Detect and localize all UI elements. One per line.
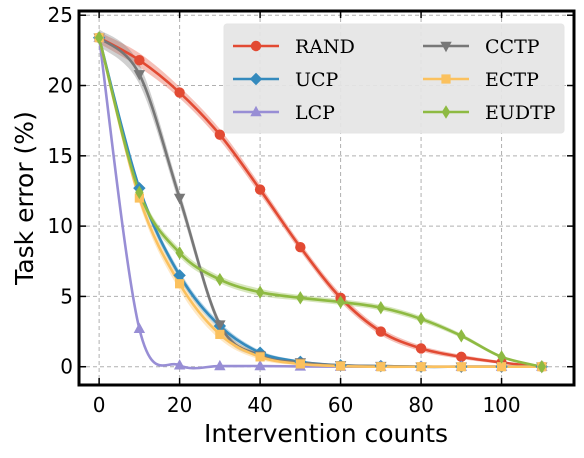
plot-frame [77,9,576,387]
point-rand [254,184,266,195]
legend-label-rand: RAND [295,36,355,58]
point-eudtp [376,300,386,315]
point-eudtp [215,272,225,287]
point-eudtp [296,291,305,305]
point-ucp [173,269,186,282]
point-eudtp [94,31,104,45]
legend-label-cctp: CCTP [485,36,540,58]
point-cctp [173,193,186,205]
y-tick-label: 10 [48,214,73,238]
x-tick-label: 100 [482,393,520,417]
point-ectp [456,362,466,372]
point-ectp [295,359,305,369]
x-tick-label: 20 [167,393,192,417]
point-eudtp [537,360,547,374]
point-ectp [215,329,225,339]
point-rand [295,242,306,253]
point-eudtp [135,185,144,200]
point-cctp [214,320,226,331]
point-eudtp [175,246,184,260]
point-ectp [376,362,386,372]
point-rand [134,55,145,66]
legend: RAND UCP LCP CCTP ECTP EUDTP [223,23,565,134]
legend-label-eudtp: EUDTP [485,102,556,124]
legend-marker-eudtp [441,105,451,119]
point-eudtp [457,329,466,343]
point-ectp [416,362,426,372]
y-axis-label: Task error (%) [10,111,39,286]
x-tick-label: 80 [408,393,433,417]
point-lcp [133,322,146,333]
point-ectp [335,361,346,371]
x-tick-label: 60 [328,393,353,417]
point-eudtp [255,285,265,299]
point-eudtp [416,312,426,326]
point-rand [456,351,467,363]
legend-marker-rand [250,40,262,52]
point-eudtp [336,295,345,309]
legend-label-ectp: ECTP [485,69,539,91]
legend-label-lcp: LCP [295,102,335,124]
point-lcp [214,359,226,371]
y-tick-label: 0 [60,355,73,379]
band-rand [99,32,542,367]
y-tick-label: 5 [60,284,73,308]
legend-marker-ucp [249,72,263,86]
legend-marker-ectp [441,74,451,84]
point-lcp [254,359,266,371]
series-markers [92,31,549,374]
point-rand [415,343,427,354]
point-lcp [173,359,186,370]
y-tick-label: 20 [48,74,73,98]
legend-label-ucp: UCP [295,69,339,91]
point-ectp [175,279,185,289]
point-ectp [255,352,265,362]
point-eudtp [497,350,506,364]
x-axis-label: Intervention counts [204,419,448,448]
point-rand [375,326,387,337]
point-cctp [133,70,146,81]
x-tick-label: 0 [93,393,106,417]
point-rand [174,87,185,98]
legend-box [223,23,565,134]
point-rand [214,129,226,140]
y-tick-label: 15 [48,144,73,168]
axes: 0 20 40 60 80 100 0 5 10 15 20 25 [48,3,576,417]
y-tick-label: 25 [48,3,73,27]
legend-marker-lcp [250,105,262,117]
point-ectp [496,362,507,372]
legend-marker-cctp [440,41,452,53]
x-tick-label: 40 [247,393,272,417]
